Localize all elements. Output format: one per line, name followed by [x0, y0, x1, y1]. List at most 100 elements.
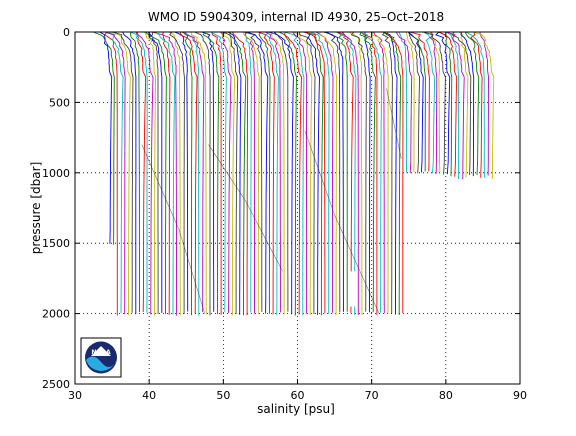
y-tick-label: 1500 [42, 237, 70, 250]
salinity-profile [129, 31, 148, 313]
logo-text: NOAA [91, 349, 111, 356]
salinity-profile [386, 31, 404, 313]
salinity-profile [161, 31, 178, 316]
salinity-profile [341, 31, 354, 313]
salinity-profile [221, 31, 236, 316]
salinity-profile [445, 31, 459, 179]
salinity-profile [179, 31, 198, 314]
chart-title: WMO ID 5904309, internal ID 4930, 25–Oct… [148, 10, 444, 24]
salinity-profile [184, 31, 200, 316]
salinity-profile [283, 31, 302, 315]
salinity-profile [304, 31, 324, 316]
salinity-profile [435, 31, 451, 175]
y-axis-label: pressure [dbar] [29, 162, 43, 255]
logo-wave [86, 356, 116, 371]
salinity-profile [303, 31, 326, 314]
salinity-profile [458, 31, 469, 178]
salinity-profile [104, 31, 118, 316]
salinity-profile [292, 31, 308, 314]
salinity-profile [211, 31, 227, 313]
profile-trend-line [141, 144, 206, 314]
y-tick-label: 1000 [42, 167, 70, 180]
salinity-profile [104, 31, 126, 315]
salinity-profile [381, 31, 393, 314]
salinity-profile [451, 31, 472, 176]
x-tick-label: 70 [365, 389, 379, 402]
salinity-profile [460, 31, 475, 177]
salinity-profile [350, 31, 367, 312]
salinity-profile [168, 31, 181, 316]
salinity-profile [174, 31, 189, 312]
x-tick-label: 90 [513, 389, 527, 402]
salinity-profile [151, 31, 171, 315]
salinity-profile [92, 31, 115, 245]
salinity-profile [319, 31, 338, 315]
salinity-profile [360, 31, 378, 315]
salinity-profile [422, 31, 436, 174]
salinity-profile [446, 31, 465, 180]
salinity-profile [244, 31, 252, 313]
salinity-profile [364, 31, 371, 313]
grid-lines [75, 32, 520, 384]
x-tick-label: 80 [439, 389, 453, 402]
salinity-profile [283, 31, 305, 316]
salinity-profile [181, 31, 193, 316]
x-tick-label: 60 [291, 389, 305, 402]
salinity-profile [470, 31, 483, 178]
salinity-profile [359, 31, 376, 313]
salinity-profile [202, 31, 220, 315]
salinity-profile [359, 31, 383, 313]
salinity-profile [107, 31, 124, 314]
salinity-profile [278, 31, 297, 316]
salinity-profile [315, 31, 334, 313]
salinity-profile [201, 31, 215, 312]
salinity-profile [438, 31, 453, 177]
salinity-profile [398, 31, 407, 173]
axis-ticks [74, 31, 521, 385]
salinity-profile [383, 31, 402, 316]
x-tick-label: 40 [142, 389, 156, 402]
salinity-profile [438, 31, 458, 177]
salinity-profile [229, 31, 247, 316]
y-tick-label: 0 [63, 26, 70, 39]
salinity-profile [194, 31, 211, 316]
salinity-profile [99, 31, 113, 244]
data-gap [349, 271, 357, 307]
salinity-profile [309, 31, 330, 314]
salinity-profile [190, 31, 207, 315]
salinity-profile [265, 31, 279, 316]
y-tick-label: 2000 [42, 308, 70, 321]
salinity-profile [244, 31, 255, 314]
salinity-profile [130, 31, 140, 312]
salinity-profile [408, 31, 426, 172]
salinity-profile [299, 32, 316, 315]
salinity-profile [429, 31, 438, 174]
salinity-profile [227, 31, 242, 315]
salinity-profile [220, 31, 232, 313]
salinity-profile [472, 31, 495, 180]
salinity-profile [264, 31, 281, 313]
x-tick-label: 50 [216, 389, 230, 402]
salinity-profile [348, 31, 363, 315]
salinity-profile [340, 31, 357, 315]
salinity-profile [370, 31, 389, 314]
salinity-profile [231, 31, 249, 316]
profile-trend-line [208, 144, 283, 272]
salinity-profile [136, 31, 154, 315]
y-tick-label: 2500 [42, 378, 70, 391]
salinity-profile [336, 31, 348, 312]
salinity-profile [110, 31, 131, 315]
tick-labels: 30 40 50 60 70 80 90 0 500 1000 1500 2000 2500 [42, 26, 527, 402]
profile-trend-line [304, 130, 380, 314]
salinity-profile [211, 31, 222, 315]
salinity-profile [408, 31, 421, 174]
logo-bird [91, 346, 111, 356]
salinity-profile [182, 31, 205, 313]
salinity-profile [395, 31, 413, 174]
salinity-profiles [92, 31, 495, 316]
salinity-profile [147, 31, 163, 313]
salinity-profile [112, 31, 134, 313]
y-tick-label: 500 [49, 96, 70, 109]
